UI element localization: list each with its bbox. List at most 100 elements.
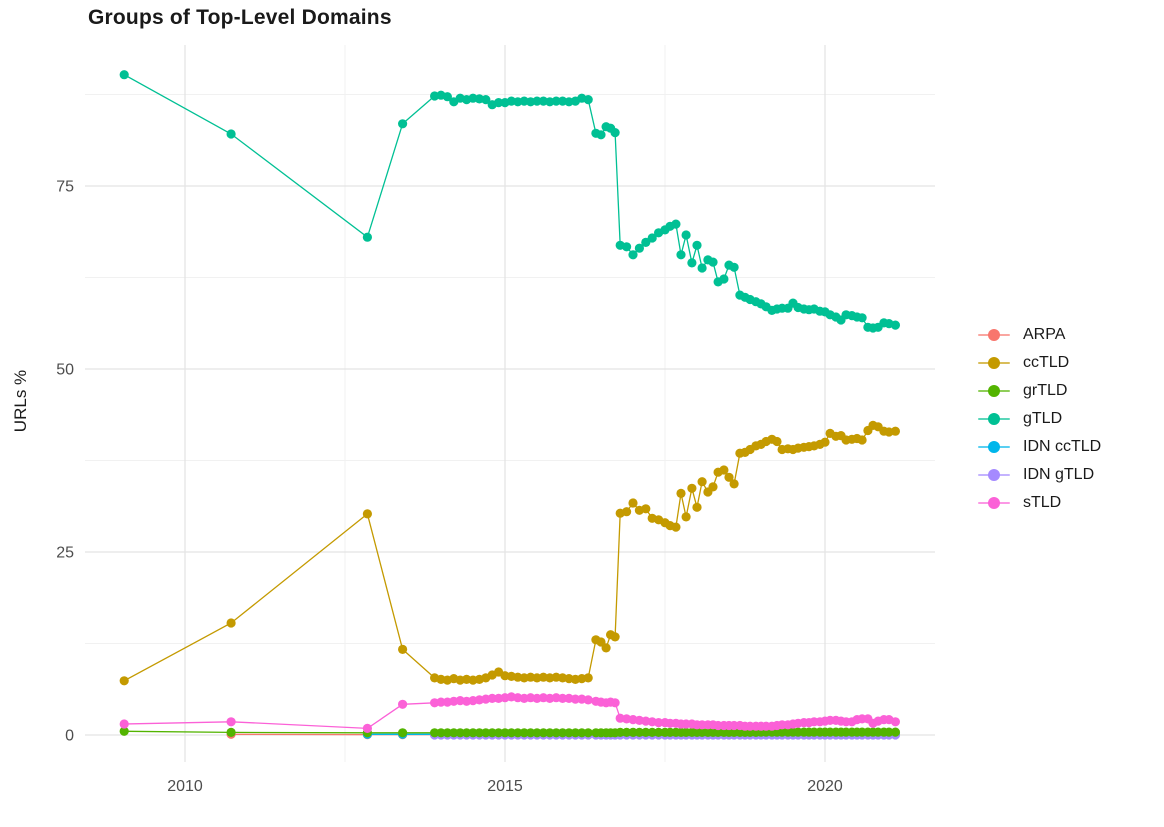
- legend-item-label: IDN gTLD: [1023, 466, 1095, 483]
- data-point: [654, 727, 664, 738]
- data-point: [577, 728, 587, 738]
- data-point: [622, 507, 632, 517]
- data-point: [494, 728, 504, 738]
- legend-item: ccTLD: [978, 349, 1101, 377]
- data-point: [671, 522, 681, 532]
- data-point: [119, 70, 129, 80]
- data-point: [857, 435, 867, 445]
- data-point: [362, 509, 372, 519]
- data-point: [697, 477, 707, 487]
- data-point: [538, 728, 549, 738]
- data-point: [226, 129, 236, 139]
- legend-key-icon: [978, 468, 1010, 482]
- x-tick-label: 2010: [167, 778, 203, 795]
- data-point: [687, 258, 697, 268]
- y-tick-label: 0: [65, 728, 74, 745]
- data-point: [398, 728, 408, 738]
- data-point: [641, 504, 651, 514]
- data-point: [398, 119, 408, 129]
- data-point: [596, 130, 606, 140]
- data-point: [545, 728, 555, 738]
- data-point: [398, 644, 408, 655]
- legend-item: gTLD: [978, 405, 1101, 433]
- data-point: [570, 694, 581, 704]
- data-point: [676, 250, 686, 260]
- series-line: [123, 424, 896, 682]
- legend-key-icon: [978, 412, 1010, 426]
- data-point: [708, 257, 718, 267]
- data-point: [442, 728, 452, 738]
- data-point: [890, 717, 901, 727]
- data-point: [526, 728, 536, 738]
- data-point: [719, 465, 729, 475]
- data-point: [487, 728, 497, 738]
- data-point: [729, 479, 739, 489]
- data-point: [628, 727, 638, 738]
- data-point: [601, 643, 611, 653]
- data-point: [692, 502, 702, 512]
- data-point: [119, 719, 129, 729]
- data-point: [622, 242, 632, 252]
- chart-title: Groups of Top-Level Domains: [88, 6, 392, 29]
- data-point: [654, 718, 664, 728]
- data-point: [500, 728, 510, 738]
- data-point: [226, 717, 236, 727]
- legend-item-label: grTLD: [1023, 382, 1068, 399]
- data-point: [430, 728, 440, 738]
- legend-item-label: gTLD: [1023, 410, 1063, 427]
- data-point: [513, 728, 523, 738]
- data-point: [724, 472, 734, 482]
- data-point: [436, 697, 446, 707]
- data-point: [610, 632, 620, 642]
- legend-key-icon: [978, 440, 1010, 454]
- data-point: [519, 728, 529, 738]
- legend-item: IDN ccTLD: [978, 433, 1101, 461]
- data-point: [449, 728, 459, 738]
- data-point: [634, 727, 645, 738]
- data-point: [564, 728, 574, 738]
- data-point: [558, 693, 568, 704]
- data-point: [551, 96, 561, 106]
- data-point: [558, 728, 568, 738]
- data-point: [641, 727, 651, 738]
- data-point: [436, 728, 446, 738]
- legend-item-label: sTLD: [1023, 494, 1062, 511]
- data-point: [890, 320, 901, 330]
- data-point: [671, 219, 681, 229]
- data-point: [820, 437, 830, 447]
- data-point: [506, 728, 516, 738]
- x-tick-label: 2020: [807, 778, 843, 795]
- data-point: [647, 727, 657, 738]
- data-point: [398, 699, 408, 709]
- data-point: [772, 436, 782, 447]
- data-point: [455, 728, 465, 738]
- data-point: [890, 727, 901, 737]
- legend-item-label: IDN ccTLD: [1023, 438, 1102, 455]
- data-point: [884, 727, 894, 737]
- y-tick-label: 50: [56, 362, 74, 379]
- data-point: [362, 232, 372, 242]
- data-point: [551, 728, 561, 738]
- data-point: [468, 728, 478, 738]
- data-point: [628, 498, 638, 508]
- legend-key-icon: [978, 384, 1010, 398]
- legend-item: IDN gTLD: [978, 461, 1101, 489]
- data-point: [610, 698, 620, 708]
- data-point: [681, 512, 691, 522]
- data-point: [487, 693, 497, 704]
- legend-item-label: ccTLD: [1023, 354, 1070, 371]
- data-point: [226, 727, 236, 738]
- legend-key-icon: [978, 496, 1010, 510]
- data-point: [708, 482, 718, 492]
- x-tick-label: 2015: [487, 778, 523, 795]
- data-point: [719, 274, 729, 284]
- series-line: [123, 74, 896, 329]
- y-tick-label: 25: [56, 545, 74, 562]
- data-point: [622, 727, 632, 738]
- data-point: [494, 98, 504, 108]
- data-point: [462, 728, 472, 738]
- data-point: [570, 728, 581, 738]
- data-point: [641, 237, 651, 247]
